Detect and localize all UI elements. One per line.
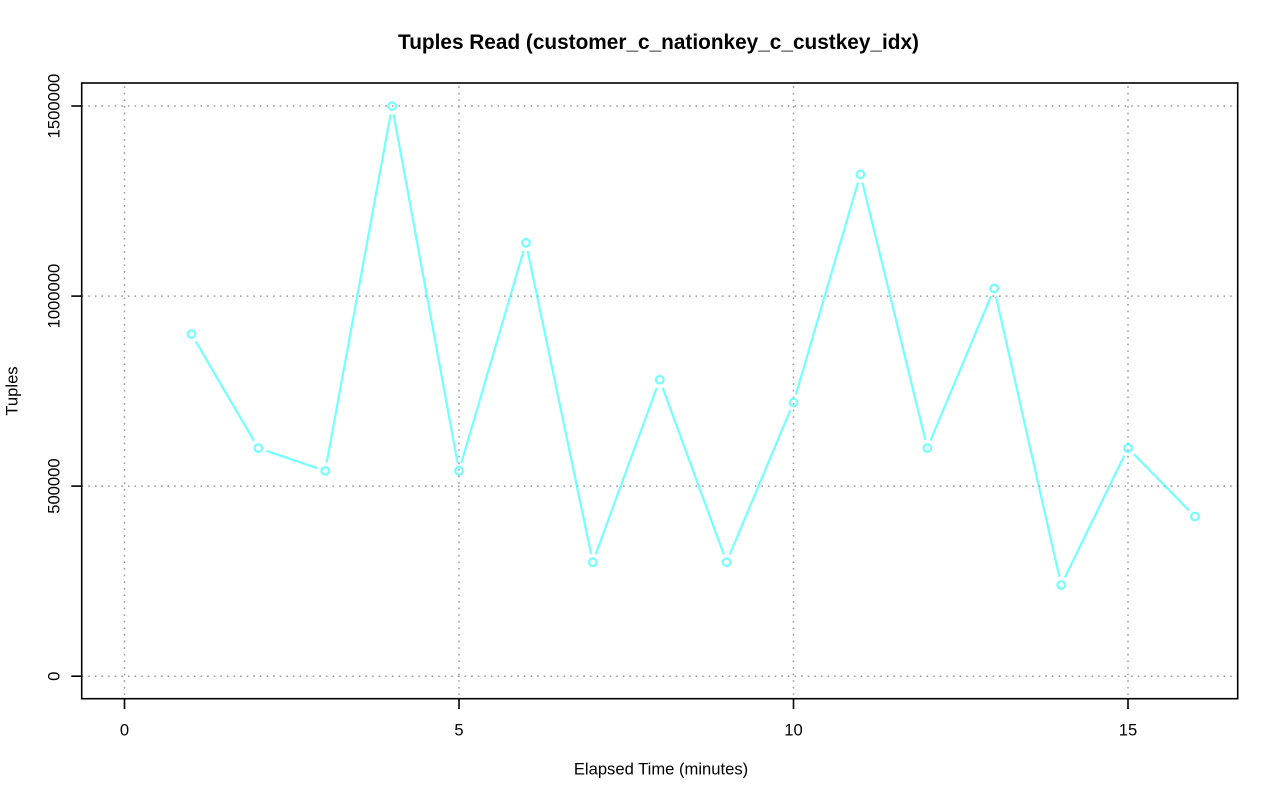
svg-text:0: 0 <box>120 721 129 740</box>
svg-text:0: 0 <box>44 672 63 681</box>
svg-text:10: 10 <box>784 721 802 740</box>
svg-text:1000000: 1000000 <box>44 264 63 329</box>
svg-text:1500000: 1500000 <box>44 74 63 139</box>
svg-text:500000: 500000 <box>44 458 63 513</box>
svg-text:Elapsed Time (minutes): Elapsed Time (minutes) <box>574 760 748 779</box>
svg-text:Tuples Read (customer_c_nation: Tuples Read (customer_c_nationkey_c_cust… <box>398 31 919 54</box>
svg-text:Tuples: Tuples <box>3 366 22 415</box>
svg-text:15: 15 <box>1119 721 1137 740</box>
svg-text:5: 5 <box>454 721 463 740</box>
